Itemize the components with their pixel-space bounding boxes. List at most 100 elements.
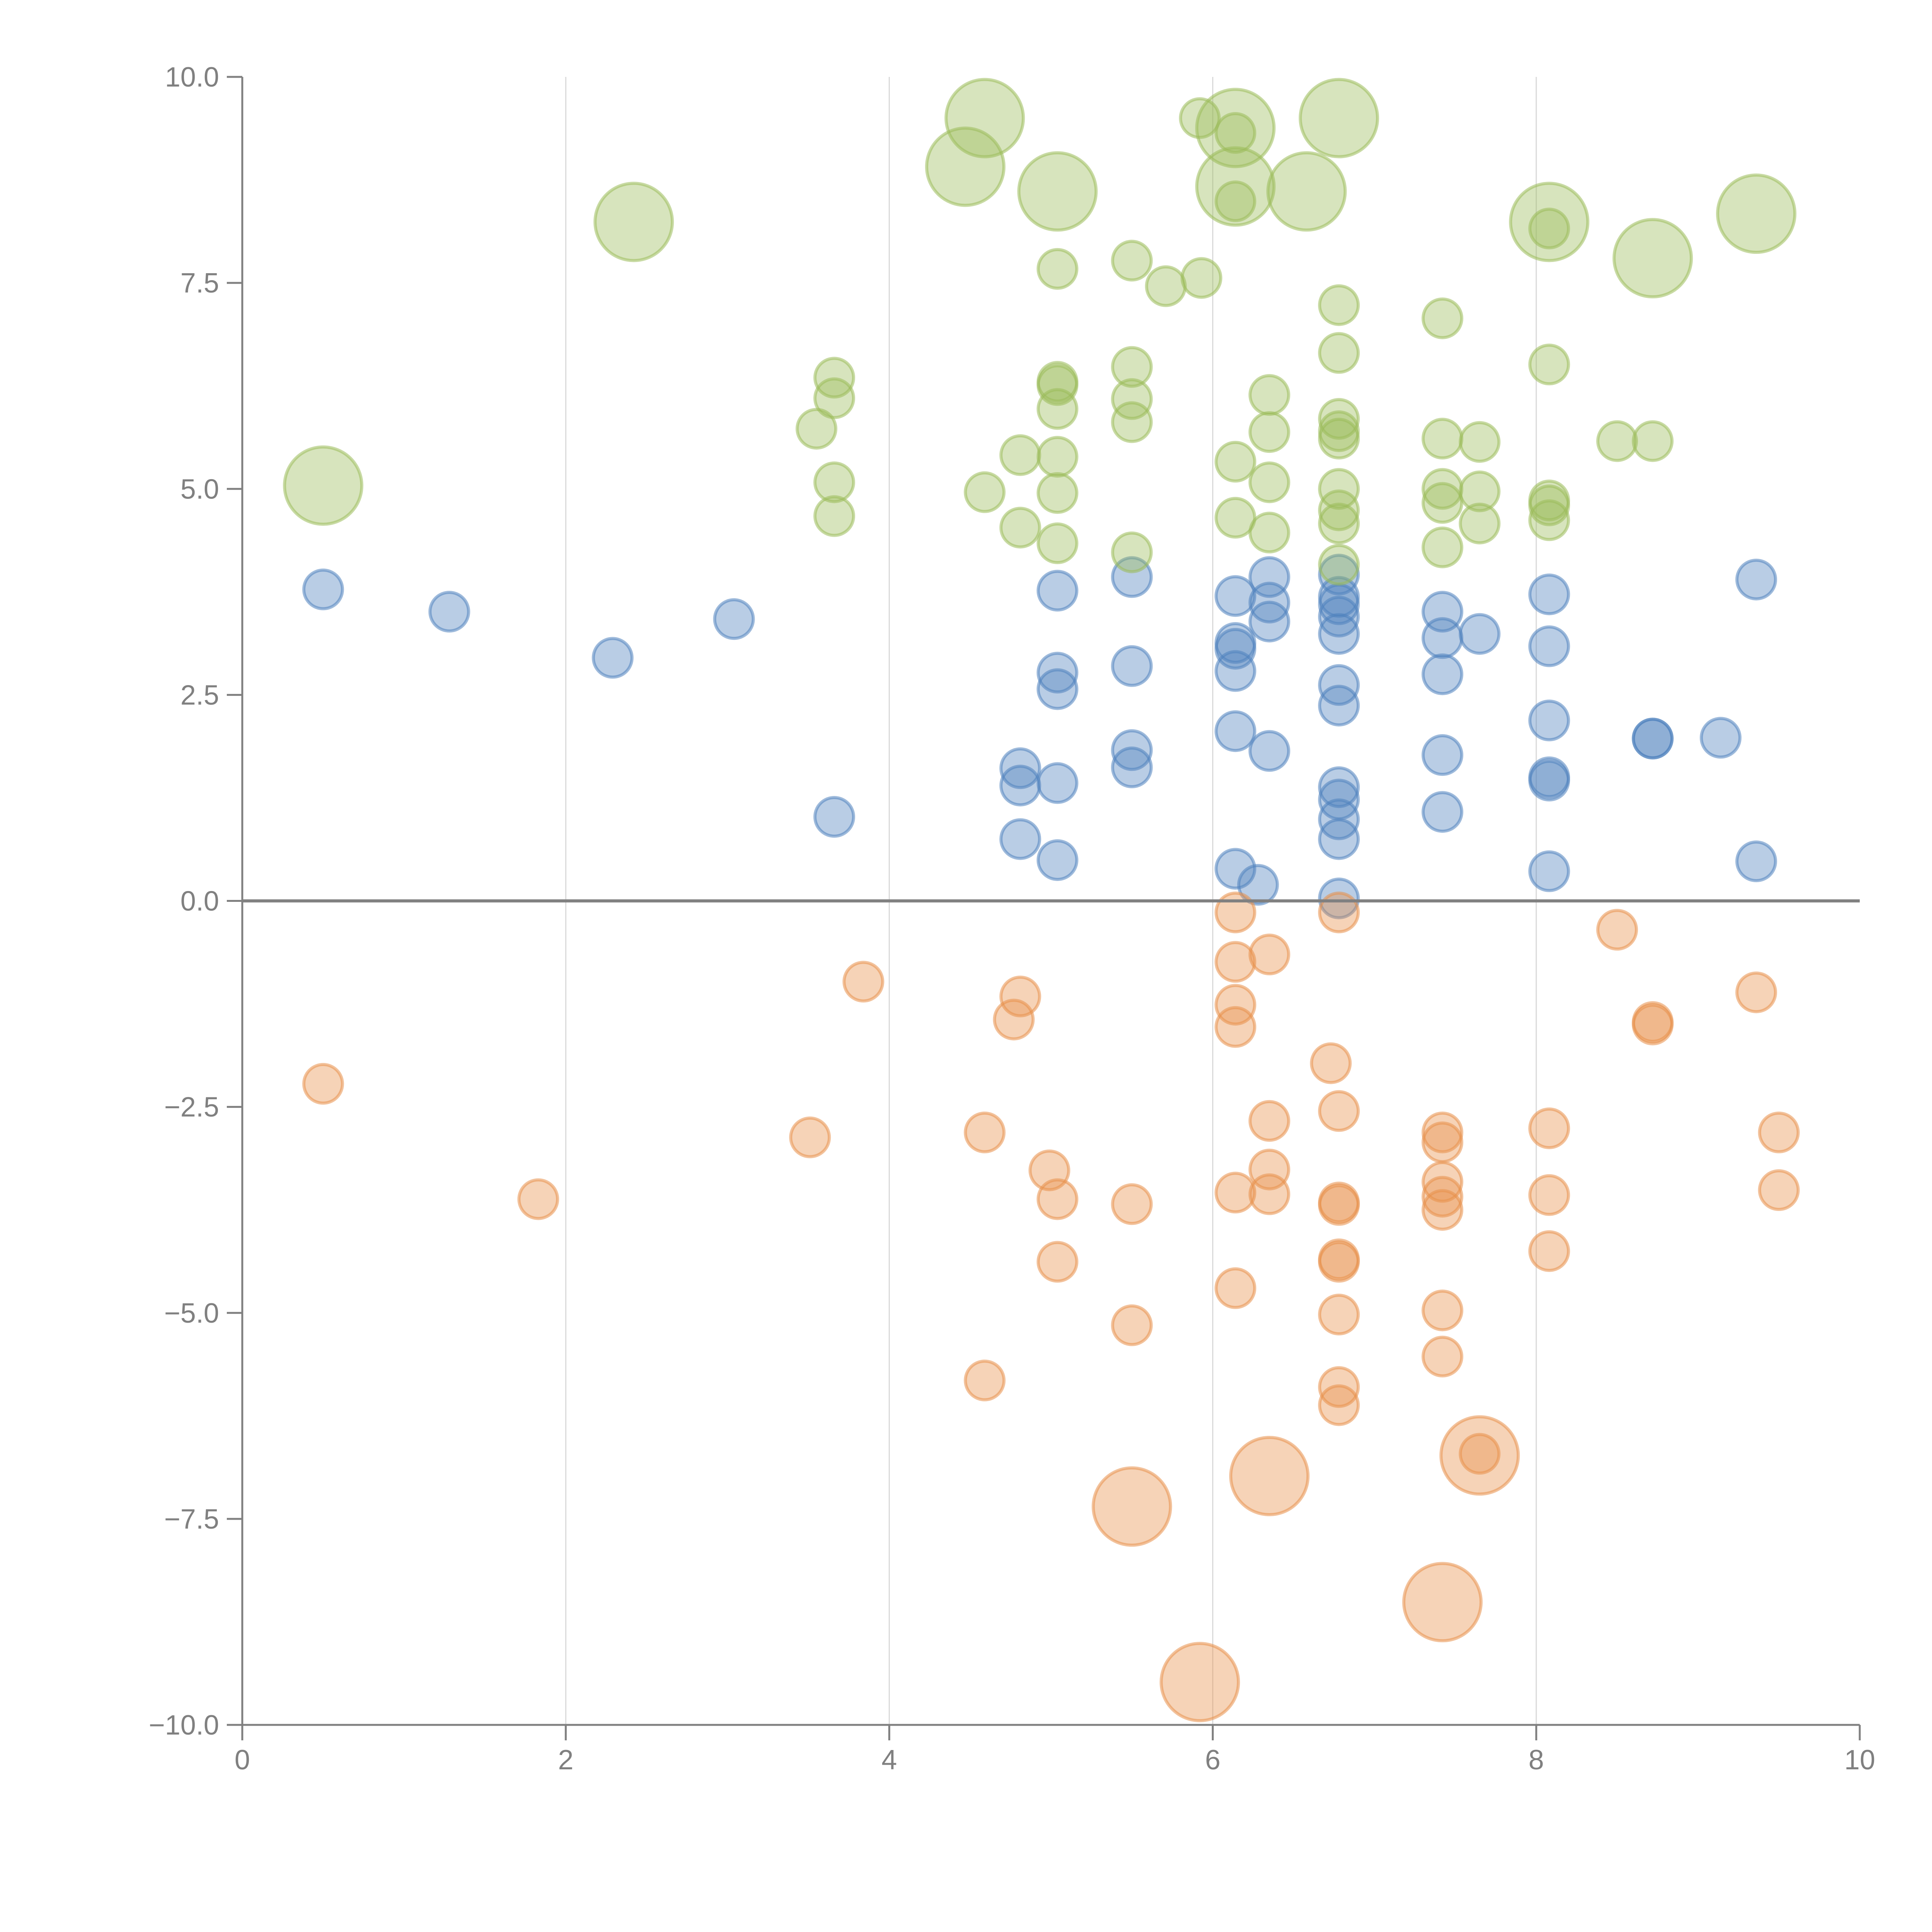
y-tick-label: −10.0: [149, 1710, 219, 1741]
x-tick-labels: 0 2 4 6 8 10: [235, 1745, 1875, 1776]
bubble-point: [1596, 909, 1638, 951]
bubble-point: [1248, 934, 1291, 976]
bubble-point: [1402, 1562, 1483, 1643]
bubble-point: [1036, 522, 1078, 564]
bubble-point: [1422, 526, 1464, 568]
bubble-point: [1111, 729, 1153, 771]
bubble-point: [1422, 653, 1464, 696]
bubble-point: [1528, 850, 1570, 892]
bubble-point: [1036, 364, 1078, 406]
bubble-point: [1195, 88, 1276, 168]
bubble-point: [592, 637, 634, 679]
bubble-point: [1299, 78, 1379, 158]
bubble-point: [1318, 468, 1360, 510]
bubble-point: [1735, 840, 1777, 883]
bubble-point: [999, 434, 1041, 476]
bubble-point: [1422, 418, 1464, 460]
bubble-point: [1214, 984, 1257, 1026]
x-tick-label: 0: [235, 1745, 250, 1776]
bubble-point: [1036, 248, 1078, 290]
bubble-point: [1509, 182, 1590, 262]
bubble-point: [1036, 388, 1078, 430]
bubble-point: [1318, 332, 1360, 374]
bubble-point: [1111, 401, 1153, 443]
bubble-point: [1318, 595, 1360, 638]
bubble-point: [1111, 240, 1153, 282]
bubble-point: [999, 764, 1041, 806]
bubble-point: [1248, 1173, 1291, 1215]
y-tick-labels: 10.0 7.5 5.0 2.5 0.0 −2.5 −5.0 −7.5 −10.0: [149, 62, 219, 1741]
bubble-point: [999, 507, 1041, 549]
bubble-point: [1612, 218, 1693, 299]
data-points: [283, 78, 1800, 1723]
bubble-point: [1528, 573, 1570, 616]
bubble-point: [1318, 1184, 1360, 1226]
y-tick-label: 7.5: [180, 268, 219, 299]
bubble-point: [789, 1116, 831, 1158]
axes: [227, 76, 1861, 1740]
bubble-point: [1422, 297, 1464, 339]
bubble-point: [1248, 730, 1291, 772]
bubble-point: [1318, 891, 1360, 934]
bubble-point: [1528, 760, 1570, 802]
bubble-point: [999, 818, 1041, 860]
bubble-point: [1528, 625, 1570, 667]
bubble-point: [1229, 1435, 1310, 1516]
bubble-point: [1214, 180, 1257, 223]
bubble-point: [1214, 848, 1257, 890]
bubble-point: [1214, 650, 1257, 692]
bubble-point: [1111, 1304, 1153, 1346]
bubble-point: [1318, 766, 1360, 808]
bubble-point: [1422, 734, 1464, 776]
bubble-point: [302, 568, 344, 611]
series-orange: [302, 891, 1800, 1723]
bubble-point: [944, 78, 1025, 158]
bubble-point: [1111, 1183, 1153, 1225]
bubble-point: [1596, 420, 1638, 462]
bubble-point: [1111, 378, 1153, 420]
bubble-point: [1036, 839, 1078, 881]
bubble-point: [1248, 461, 1291, 503]
bubble-point: [1528, 699, 1570, 742]
bubble-point: [1214, 1172, 1257, 1214]
bubble-point: [1145, 265, 1187, 307]
bubble-point: [1036, 1241, 1078, 1283]
bubble-point: [796, 408, 838, 450]
bubble-point: [813, 461, 855, 503]
bubble-point: [1092, 1466, 1172, 1547]
bubble-point: [1528, 1174, 1570, 1216]
bubble-point: [1248, 600, 1291, 643]
bubble-point: [1248, 411, 1291, 453]
x-tick-label: 6: [1205, 1745, 1221, 1776]
bubble-point: [1459, 421, 1501, 463]
bubble-point: [1180, 257, 1223, 299]
y-tick-label: −7.5: [164, 1504, 219, 1535]
bubble-point: [1318, 1294, 1360, 1336]
bubble-point: [1036, 570, 1078, 612]
y-tick-label: 5.0: [180, 474, 219, 505]
bubble-point: [1459, 613, 1501, 655]
bubble-point: [1716, 173, 1797, 254]
bubble-point: [1036, 651, 1078, 694]
bubble-point: [999, 975, 1041, 1017]
bubble-point: [594, 182, 674, 262]
bubble-point: [1111, 531, 1153, 573]
bubble-point: [1318, 489, 1360, 531]
bubble-point: [1214, 941, 1257, 983]
bubble-point: [1422, 1111, 1464, 1153]
bubble-point: [1214, 1006, 1257, 1048]
bubble-point: [1528, 344, 1570, 386]
x-tick-label: 8: [1529, 1745, 1544, 1776]
bubble-point: [1237, 864, 1279, 906]
bubble-point: [1036, 668, 1078, 710]
bubble-point: [1318, 878, 1360, 920]
bubble-point: [1195, 146, 1276, 227]
bubble-point: [1632, 718, 1674, 760]
bubble-point: [1318, 554, 1360, 596]
bubble-point: [1422, 1289, 1464, 1332]
bubble-point: [1214, 891, 1257, 934]
bubble-point: [813, 495, 855, 537]
bubble-point: [1735, 558, 1777, 600]
bubble-point: [1422, 1176, 1464, 1218]
